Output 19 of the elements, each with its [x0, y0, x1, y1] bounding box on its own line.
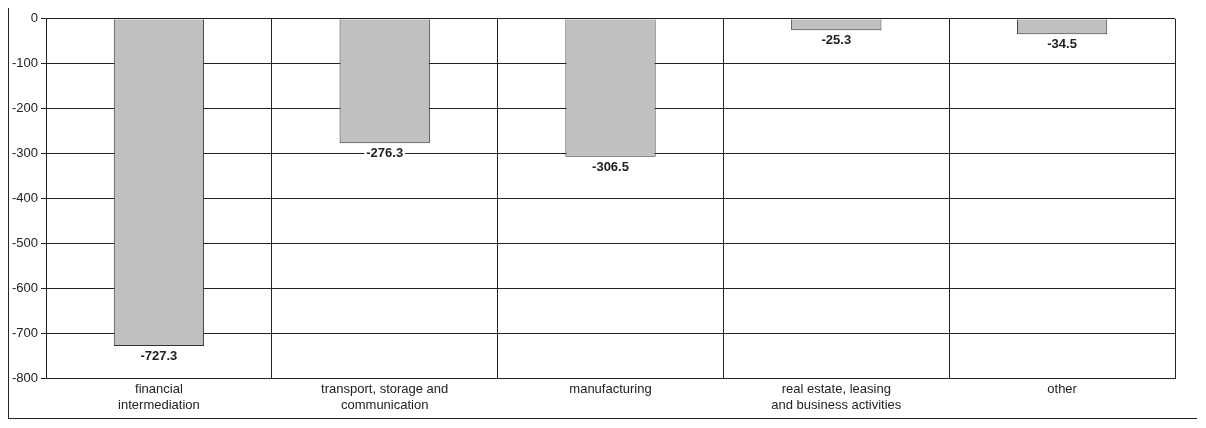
x-tick-label: other [1047, 381, 1078, 397]
x-tick-label: manufacturing [569, 381, 652, 397]
x-tick-label: transport, storage and communication [321, 381, 449, 412]
data-label: -727.3 [140, 348, 178, 364]
y-tick-label: -200 [11, 100, 39, 116]
y-tick-label: -500 [11, 235, 39, 251]
y-tick-label: -100 [11, 55, 39, 71]
x-tick-label: real estate, leasing and business activities [771, 381, 902, 412]
data-label: -34.5 [1047, 36, 1077, 52]
data-label: -25.3 [821, 32, 852, 48]
y-tick-label: -600 [11, 280, 39, 296]
y-tick-label: -400 [11, 190, 39, 206]
y-tick-label: 0 [30, 10, 39, 26]
y-tick-label: -800 [11, 370, 39, 386]
y-tick-label: -300 [11, 145, 39, 161]
data-label: -276.3 [366, 145, 404, 161]
x-tick-label: financial intermediation [118, 381, 200, 412]
data-label: -306.5 [592, 158, 629, 174]
y-tick-label: -700 [11, 325, 39, 341]
